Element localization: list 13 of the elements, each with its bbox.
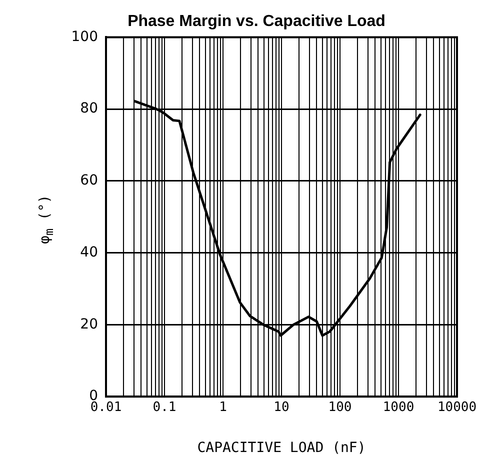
x-tick-label: 0.1 <box>152 400 176 415</box>
y-tick-label: 100 <box>71 28 98 45</box>
x-axis-title: CAPACITIVE LOAD (nF) <box>197 440 366 456</box>
y-tick-label: 40 <box>80 244 98 260</box>
y-tick-label: 80 <box>80 100 98 117</box>
y-tick-label: 60 <box>80 172 98 189</box>
x-tick-label: 100 <box>328 400 352 415</box>
x-tick-label: 1000 <box>382 400 414 415</box>
y-tick-label: 20 <box>80 316 98 332</box>
x-tick-label: 1 <box>219 400 227 415</box>
chart-title: Phase Margin vs. Capacitive Load <box>128 13 386 30</box>
x-tick-label: 10000 <box>437 400 477 415</box>
x-tick-label: 10 <box>274 400 290 415</box>
